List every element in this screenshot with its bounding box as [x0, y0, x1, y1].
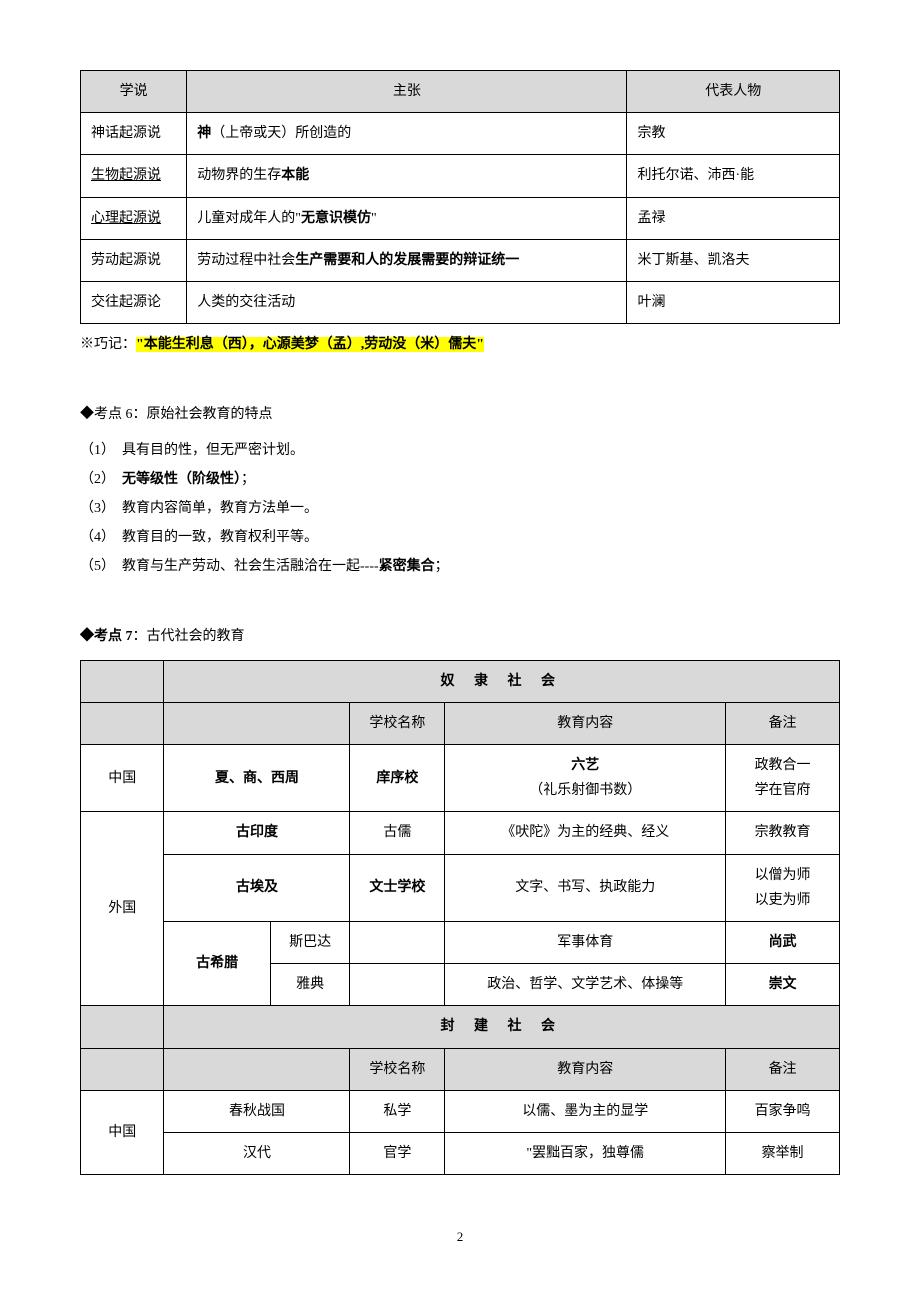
table-row: 神话起源说 神（上帝或天）所创造的 宗教: [81, 113, 840, 155]
table-row: 古希腊 斯巴达 军事体育 尚武: [81, 921, 840, 963]
cell-claim: 动物界的生存本能: [187, 155, 627, 197]
table-row: 劳动起源说 劳动过程中社会生产需要和人的发展需要的辩证统一 米丁斯基、凯洛夫: [81, 239, 840, 281]
cell-claim: 神（上帝或天）所创造的: [187, 113, 627, 155]
th-claim: 主张: [187, 71, 627, 113]
th-theory: 学说: [81, 71, 187, 113]
list-item: （4） 教育目的一致，教育权利平等。: [80, 525, 840, 550]
table-row: 交往起源论 人类的交往活动 叶澜: [81, 281, 840, 323]
table-row: 中国 夏、商、西周 庠序校 六艺（礼乐射御书数） 政教合一学在官府: [81, 745, 840, 812]
section-header: 封 建 社 会: [81, 1006, 840, 1048]
point7-heading: ◆考点 7：古代社会的教育: [80, 624, 840, 649]
cell-theory: 心理起源说: [81, 197, 187, 239]
mnemonic-line: ※巧记："本能生利息（西），心源美梦（孟）,劳动没（米）儒夫": [80, 332, 840, 357]
list-item: （2） 无等级性（阶级性）；: [80, 467, 840, 492]
table-row: 心理起源说 儿童对成年人的"无意识模仿" 孟禄: [81, 197, 840, 239]
cell-person: 利托尔诺、沛西·能: [627, 155, 840, 197]
list-item: （1） 具有目的性，但无严密计划。: [80, 438, 840, 463]
cell-person: 米丁斯基、凯洛夫: [627, 239, 840, 281]
point6-list: （1） 具有目的性，但无严密计划。 （2） 无等级性（阶级性）； （3） 教育内…: [80, 438, 840, 580]
table-row: 古埃及 文士学校 文字、书写、执政能力 以僧为师以吏为师: [81, 854, 840, 921]
cell-theory: 神话起源说: [81, 113, 187, 155]
section-header: 奴 隶 社 会: [81, 660, 840, 702]
cell-theory: 劳动起源说: [81, 239, 187, 281]
table-row: 生物起源说 动物界的生存本能 利托尔诺、沛西·能: [81, 155, 840, 197]
cell-claim: 劳动过程中社会生产需要和人的发展需要的辩证统一: [187, 239, 627, 281]
cell-person: 叶澜: [627, 281, 840, 323]
list-item: （3） 教育内容简单，教育方法单一。: [80, 496, 840, 521]
cell-theory: 交往起源论: [81, 281, 187, 323]
cell-person: 宗教: [627, 113, 840, 155]
list-item: （5） 教育与生产劳动、社会生活融洽在一起----紧密集合；: [80, 554, 840, 579]
cell-claim: 人类的交往活动: [187, 281, 627, 323]
table-row: 汉代 官学 "罢黜百家，独尊儒 察举制: [81, 1132, 840, 1174]
page-number: 2: [80, 1225, 840, 1248]
sub-header-row: 学校名称 教育内容 备注: [81, 702, 840, 744]
th-person: 代表人物: [627, 71, 840, 113]
mnemonic-highlight: "本能生利息（西），心源美梦（孟）,劳动没（米）儒夫": [136, 337, 484, 352]
theory-table: 学说 主张 代表人物 神话起源说 神（上帝或天）所创造的 宗教 生物起源说 动物…: [80, 70, 840, 324]
sub-header-row: 学校名称 教育内容 备注: [81, 1048, 840, 1090]
table-row: 中国 春秋战国 私学 以儒、墨为主的显学 百家争鸣: [81, 1090, 840, 1132]
cell-person: 孟禄: [627, 197, 840, 239]
point6-heading: ◆考点 6：原始社会教育的特点: [80, 402, 840, 427]
ancient-edu-table: 奴 隶 社 会 学校名称 教育内容 备注 中国 夏、商、西周 庠序校 六艺（礼乐…: [80, 660, 840, 1175]
table-row: 外国 古印度 古儒 《吠陀》为主的经典、经义 宗教教育: [81, 812, 840, 854]
cell-theory: 生物起源说: [81, 155, 187, 197]
cell-claim: 儿童对成年人的"无意识模仿": [187, 197, 627, 239]
